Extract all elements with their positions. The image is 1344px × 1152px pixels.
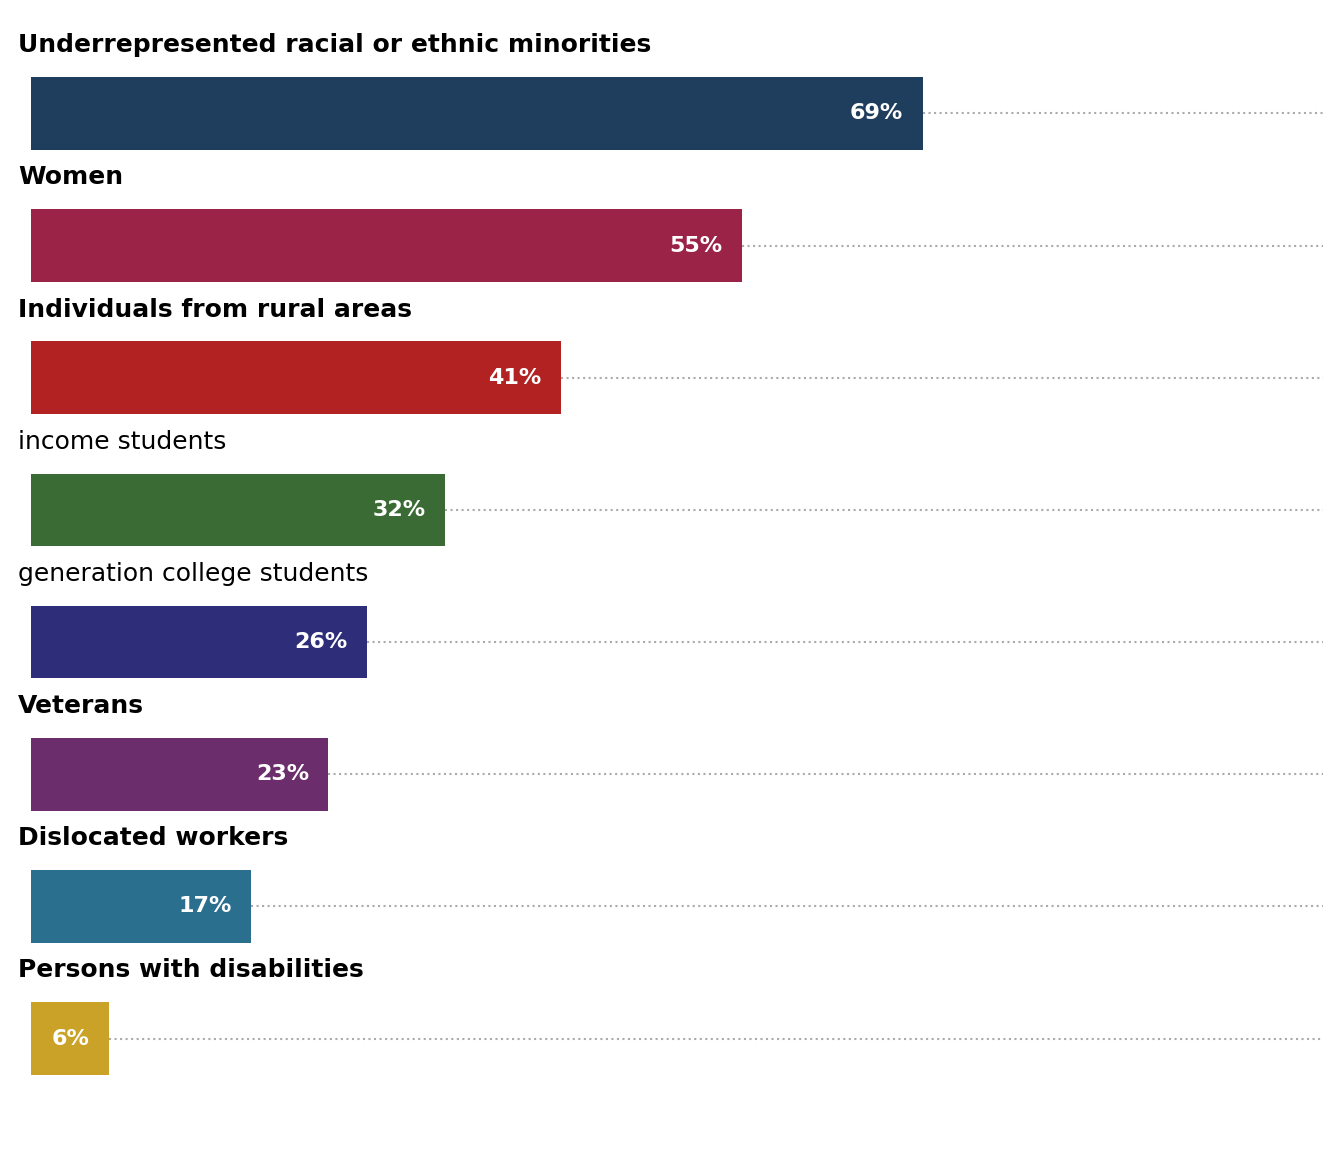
- Bar: [31, 473, 445, 546]
- Bar: [31, 738, 328, 811]
- Text: 17%: 17%: [179, 896, 231, 917]
- Bar: [31, 77, 923, 150]
- Text: 41%: 41%: [488, 367, 542, 388]
- Bar: [31, 870, 251, 942]
- Text: income students: income students: [19, 430, 227, 454]
- Text: 32%: 32%: [372, 500, 425, 520]
- Text: Persons with disabilities: Persons with disabilities: [19, 958, 364, 983]
- Bar: [31, 210, 742, 282]
- Text: 6%: 6%: [51, 1029, 90, 1048]
- Text: 26%: 26%: [294, 632, 348, 652]
- Bar: [31, 1002, 109, 1075]
- Text: Veterans: Veterans: [19, 695, 144, 718]
- Text: generation college students: generation college students: [19, 562, 368, 586]
- Text: Dislocated workers: Dislocated workers: [19, 826, 289, 850]
- Text: Women: Women: [19, 166, 124, 189]
- Text: Individuals from rural areas: Individuals from rural areas: [19, 297, 413, 321]
- Bar: [31, 341, 560, 414]
- Text: 23%: 23%: [255, 764, 309, 785]
- Text: 55%: 55%: [669, 235, 723, 256]
- Bar: [31, 606, 367, 679]
- Text: Underrepresented racial or ethnic minorities: Underrepresented racial or ethnic minori…: [19, 33, 652, 58]
- Text: 69%: 69%: [849, 104, 903, 123]
